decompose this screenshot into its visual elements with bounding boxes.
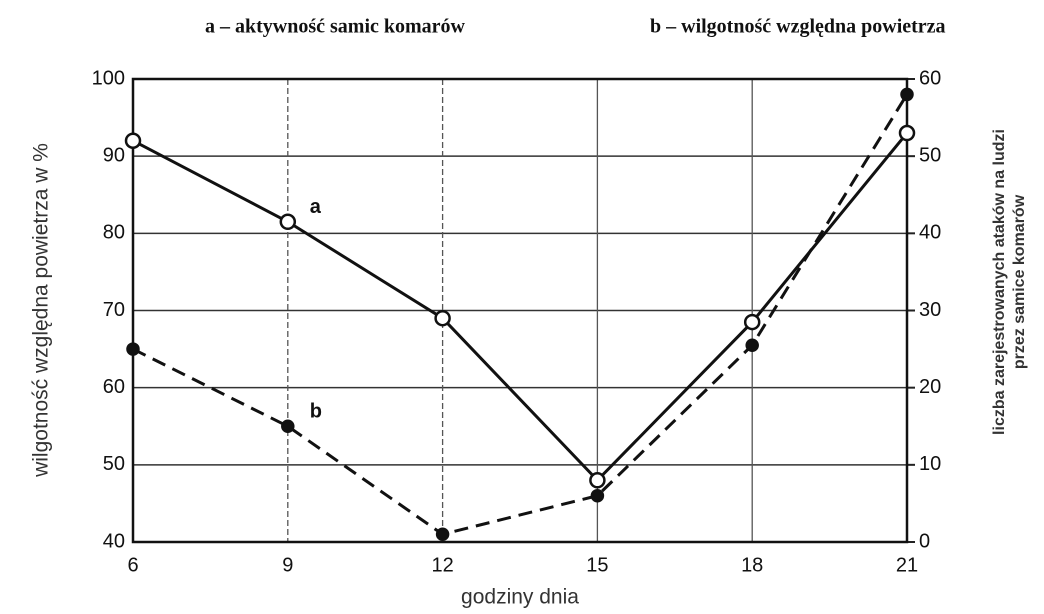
y2-tick-label: 30 [919,299,941,321]
y2-tick-label: 60 [919,67,941,89]
y2-tick-label: 20 [919,376,941,398]
x-axis-label: godziny dnia [461,586,579,609]
marker [281,419,295,433]
x-tick-label: 9 [282,554,293,576]
y-tick-label: 40 [103,530,125,552]
series-line [132,132,909,483]
marker [898,124,916,142]
marker [743,313,761,331]
y-tick-label: 50 [103,453,125,475]
x-tick-label: 12 [431,554,453,576]
legend-entry: b – wilgotność względna powietrza [650,16,946,38]
y-axis-label: wilgotność względna powietrza w % [30,143,53,478]
x-tick-label: 15 [586,554,608,576]
y-tick-label: 80 [103,222,125,244]
y-tick-label: 100 [92,67,125,89]
marker [126,342,140,356]
x-tick-label: 6 [127,554,138,576]
legend-entry: a – aktywność samic komarów [205,16,466,38]
y2-tick-label: 50 [919,144,941,166]
y-tick-label: 70 [103,299,125,321]
x-tick-label: 18 [741,554,763,576]
y2-axis-label: liczba zarejestrowanych ataków na ludzi [991,129,1008,435]
x-tick-label: 21 [896,554,918,576]
marker [590,488,605,503]
y2-axis-label: przez samice komarów [1011,194,1028,369]
marker [900,87,914,102]
y2-tick-label: 40 [919,222,941,244]
marker [434,309,451,327]
marker [589,472,606,489]
series-label: b [310,401,322,423]
y2-tick-label: 10 [919,453,941,475]
y2-tick-label: 0 [919,530,930,552]
y-tick-label: 60 [103,376,125,398]
marker [124,132,142,149]
marker [435,527,450,542]
marker [745,338,759,352]
y-tick-label: 90 [103,144,125,166]
series-line [132,93,909,536]
plot-frame [131,77,909,544]
marker [279,213,297,231]
series-label: a [310,196,322,218]
